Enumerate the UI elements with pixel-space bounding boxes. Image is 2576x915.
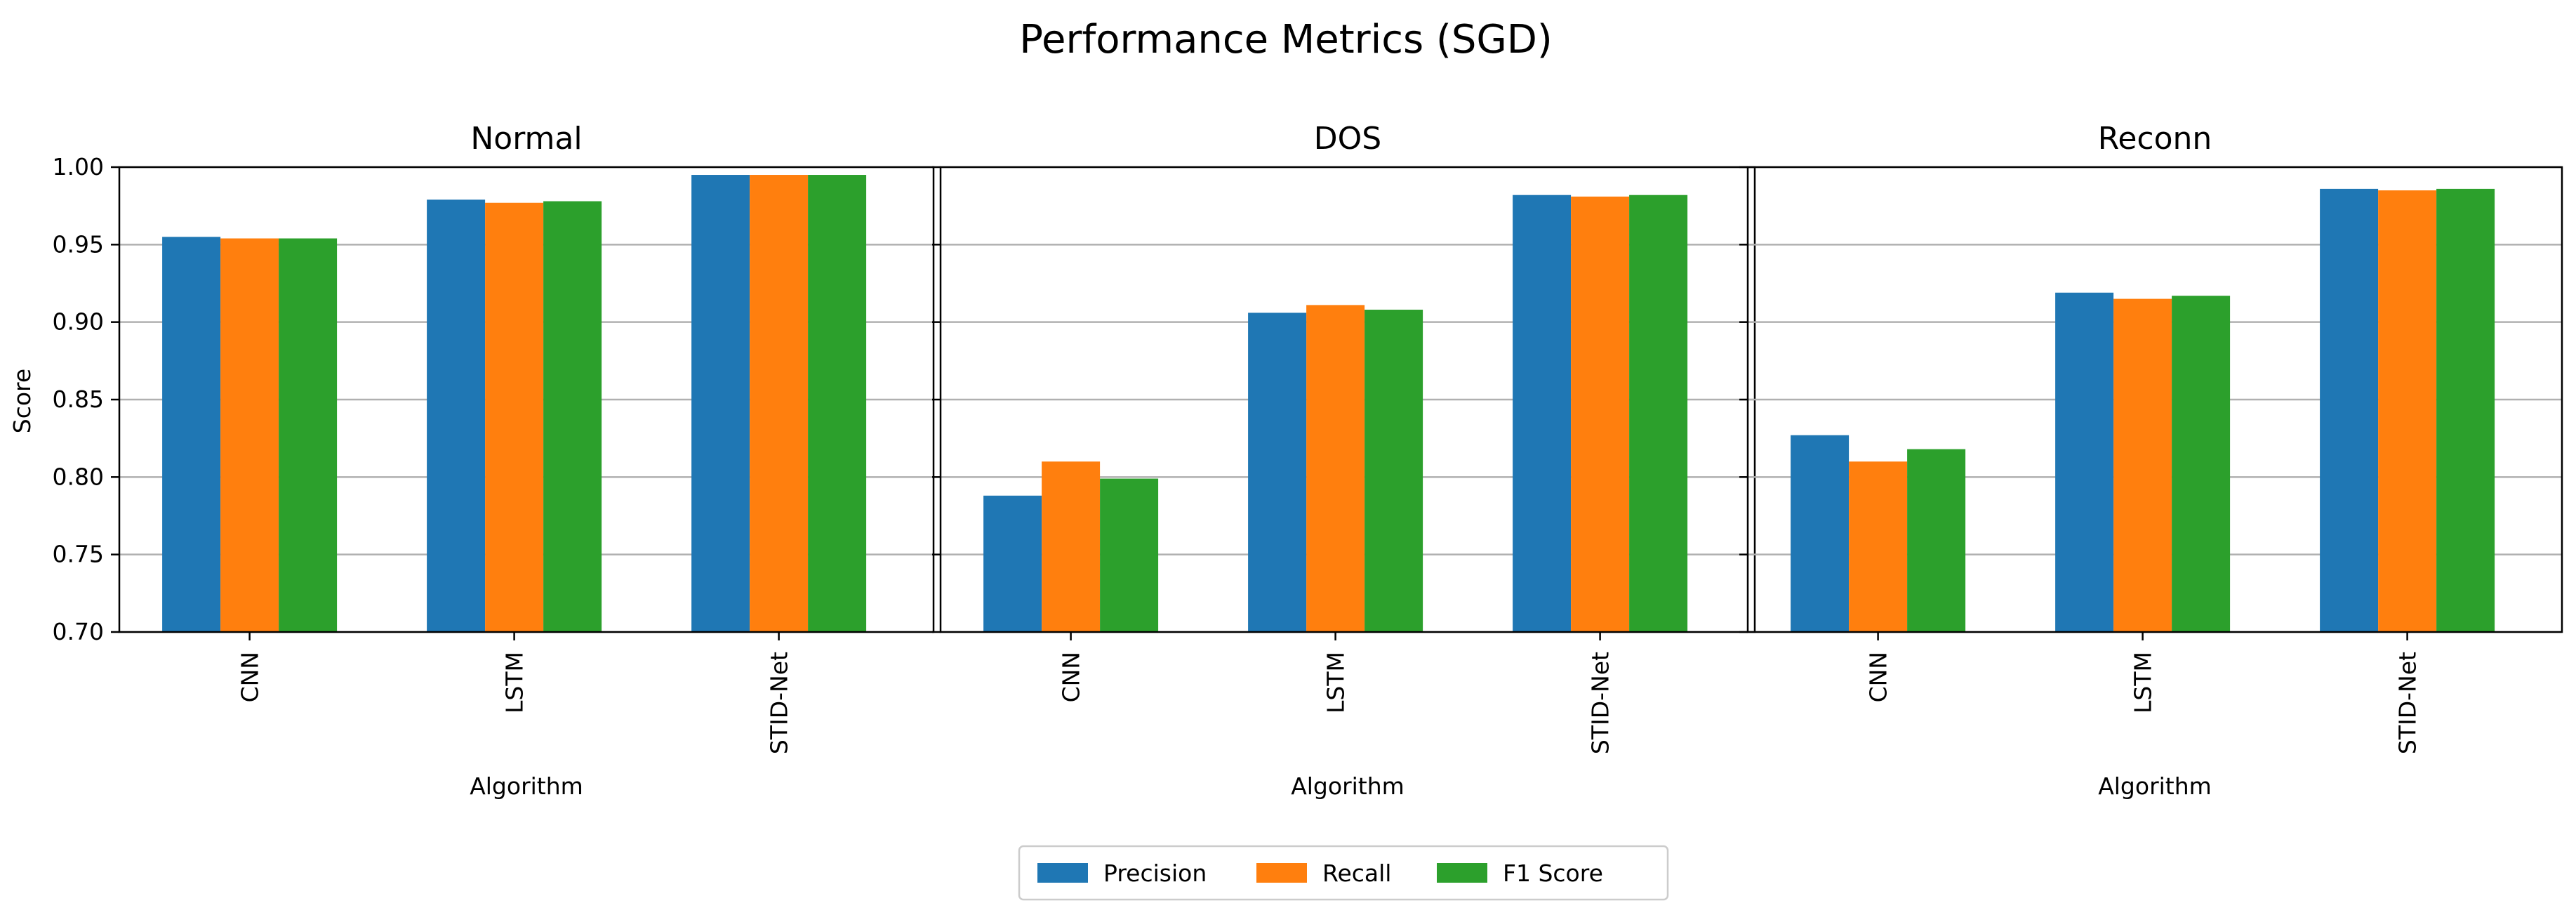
bar-recall-cnn [1849,461,1908,632]
panel-title: Normal [470,121,582,157]
x-tick-label: STID-Net [2394,652,2422,754]
y-tick-label: 0.75 [53,541,104,568]
bar-f1-score-lstm [1365,310,1423,632]
bar-f1-score-lstm [2172,296,2231,632]
x-tick-label: CNN [237,652,264,702]
legend-swatch-recall [1256,863,1307,883]
panel-normal: Normal CNN LSTM STID-Net Algorithm 0.70 0.75 0.… [53,121,935,800]
bar-precision-cnn [983,495,1042,632]
bar-f1-score-lstm [543,201,602,633]
y-tick-label: 0.85 [53,386,104,413]
bar-recall-stid-net [2378,190,2437,633]
legend-label: Recall [1322,860,1391,887]
bar-recall-lstm [1306,305,1365,632]
bar-recall-stid-net [1571,196,1630,633]
bar-f1-score-stid-net [808,175,867,633]
x-tick-label: CNN [1058,652,1085,702]
bar-precision-cnn [162,237,221,632]
panel-title: Reconn [2098,121,2212,157]
x-tick-label: CNN [1865,652,1892,702]
bar-recall-lstm [2113,298,2172,632]
bar-f1-score-cnn [1907,449,1966,632]
bar-precision-stid-net [691,175,750,633]
figure-title: Performance Metrics (SGD) [1019,17,1553,62]
y-tick-label: 0.90 [53,308,104,336]
legend-label: F1 Score [1503,860,1603,887]
bar-f1-score-stid-net [2436,188,2495,633]
x-tick-label: STID-Net [766,652,793,754]
x-tick-label: LSTM [1322,652,1350,713]
bar-precision-stid-net [1513,195,1572,633]
y-tick-label: 1.00 [53,153,104,180]
bar-recall-lstm [485,202,544,633]
bar-precision-lstm [2055,292,2114,632]
x-axis-label: Algorithm [2098,772,2212,800]
bar-precision-lstm [427,199,486,633]
bar-f1-score-stid-net [1629,195,1688,633]
x-axis-label: Algorithm [1291,772,1405,800]
legend-label: Precision [1103,860,1207,887]
bar-f1-score-cnn [279,238,338,632]
legend-box [1018,845,1669,901]
y-axis-label: Score [8,369,36,433]
y-tick-label: 0.95 [53,230,104,258]
legend-swatch-f1-score [1437,863,1487,883]
y-tick-label: 0.70 [53,618,104,645]
panel-dos: DOS CNN LSTM STID-Net Algorithm [932,121,1756,800]
x-tick-label: LSTM [2130,652,2157,713]
y-tick-label: 0.80 [53,463,104,490]
x-tick-label: LSTM [501,652,529,713]
panel-reconn: Reconn CNN LSTM STID-Net Algorithm [1739,121,2563,800]
bar-recall-cnn [1042,461,1101,632]
bar-precision-stid-net [2320,188,2379,633]
bar-recall-cnn [220,238,279,632]
panel-title: DOS [1314,121,1381,157]
legend: Precision Recall F1 Score [1018,845,1669,901]
bar-recall-stid-net [750,175,809,633]
x-tick-label: STID-Net [1587,652,1614,754]
bar-precision-lstm [1248,312,1307,632]
bar-f1-score-cnn [1100,478,1159,632]
bar-precision-cnn [1791,435,1850,632]
x-axis-label: Algorithm [470,772,583,800]
legend-swatch-precision [1037,863,1088,883]
